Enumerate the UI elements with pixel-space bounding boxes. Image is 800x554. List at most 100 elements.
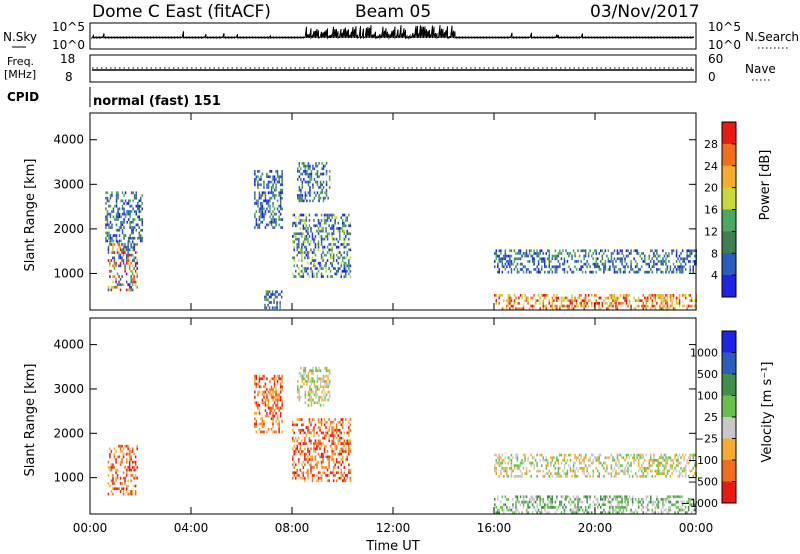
echo-cell [654, 307, 657, 310]
echo-cell [536, 299, 538, 302]
echo-cell [618, 467, 620, 470]
echo-cell [319, 382, 322, 386]
echo-cell [687, 461, 690, 465]
echo-cell [310, 267, 312, 270]
echo-cell [310, 401, 313, 405]
echo-cell [503, 469, 505, 473]
echo-cell [263, 420, 265, 423]
echo-cell [119, 482, 122, 485]
echo-cell [270, 396, 273, 399]
echo-cell [577, 511, 579, 514]
echo-cell [641, 498, 643, 501]
echo-cell [548, 469, 550, 473]
echo-cell [266, 404, 268, 407]
echo-cell [510, 469, 513, 473]
echo-cell [548, 302, 550, 305]
echo-cell [311, 256, 314, 260]
echo-cell [678, 475, 681, 478]
echo-cell [267, 414, 270, 418]
echo-cell [118, 455, 120, 459]
echo-cell [115, 212, 118, 216]
echo-cell [273, 380, 276, 383]
echo-cell [613, 459, 616, 462]
echo-cell [109, 236, 112, 240]
echo-cell [319, 180, 322, 184]
echo-cell [258, 409, 261, 412]
echo-cell [272, 175, 274, 179]
echo-cell [112, 476, 114, 480]
echo-cell [328, 267, 330, 270]
echo-cell [627, 304, 629, 308]
echo-cell [110, 259, 113, 262]
echo-cell [681, 475, 684, 478]
echo-cell [583, 307, 585, 310]
echo-cell [319, 191, 322, 195]
echo-cell [276, 417, 279, 420]
echo-cell [563, 304, 566, 308]
echo-cell [565, 296, 567, 300]
echo-cell [583, 254, 585, 258]
echo-cell [318, 186, 320, 189]
echo-cell [133, 267, 135, 270]
echo-cell [687, 475, 690, 478]
echo-cell [672, 459, 675, 462]
echo-cell [597, 498, 599, 501]
echo-cell [507, 475, 510, 478]
echo-cell [525, 268, 528, 271]
echo-cell [619, 249, 622, 253]
echo-cell [302, 243, 305, 246]
echo-cell [307, 162, 310, 165]
echo-cell [273, 207, 276, 211]
echo-cell [548, 475, 550, 478]
echo-cell [495, 467, 497, 470]
echo-cell [651, 511, 654, 514]
echo-cell [348, 261, 350, 265]
echo-cell [551, 304, 554, 308]
echo-cell [343, 431, 345, 435]
echo-cell [332, 237, 335, 241]
echo-cell [258, 207, 261, 211]
echo-cell [279, 388, 282, 391]
echo-cell [519, 475, 522, 478]
echo-cell [548, 249, 550, 253]
echo-cell [133, 259, 135, 262]
echo-cell [694, 472, 696, 475]
echo-cell [328, 458, 330, 461]
echo-cell [595, 294, 597, 297]
echo-cell [591, 453, 593, 457]
echo-cell [310, 377, 313, 381]
echo-cell [122, 253, 125, 257]
echo-cell [323, 216, 326, 220]
echo-cell [299, 251, 302, 254]
echo-cell [116, 283, 119, 286]
echo-cell [554, 307, 557, 310]
echo-cell [270, 191, 273, 195]
echo-cell [562, 459, 564, 462]
echo-cell [318, 398, 320, 402]
echo-cell [683, 469, 685, 473]
echo-cell [263, 374, 265, 378]
echo-cell [556, 498, 558, 501]
echo-cell [568, 265, 570, 269]
echo-cell [587, 506, 590, 509]
echo-cell [121, 444, 123, 448]
echo-cell [141, 236, 143, 240]
echo-cell [575, 260, 578, 263]
echo-cell [303, 372, 305, 375]
echo-cell [574, 265, 576, 269]
echo-cell [337, 466, 339, 469]
echo-cell [292, 476, 294, 480]
echo-cell [267, 398, 270, 402]
echo-cell [536, 475, 538, 478]
echo-cell [577, 249, 579, 253]
echo-cell [604, 495, 607, 499]
echo-cell [269, 390, 271, 394]
echo-cell [571, 508, 573, 512]
echo-cell [510, 268, 513, 271]
echo-cell [311, 418, 314, 421]
colorbar-tick-label: 8 [711, 247, 718, 260]
echo-cell [133, 275, 135, 278]
echo-cell [621, 260, 623, 263]
echo-cell [322, 442, 324, 445]
